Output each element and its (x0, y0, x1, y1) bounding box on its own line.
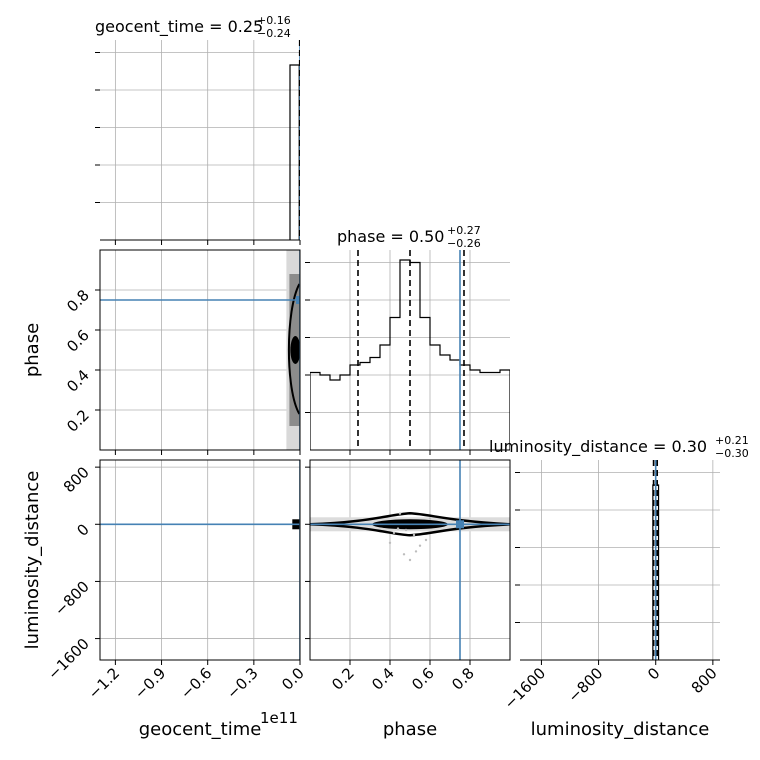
offset-text: 1e11 (260, 709, 298, 727)
sample-point (388, 541, 392, 545)
ylabel-luminosity-distance: luminosity_distance (22, 471, 43, 650)
contour-lower (310, 523, 510, 537)
geocent-time-x-ticklabel: −0.6 (177, 664, 215, 702)
sample-point (404, 528, 408, 532)
sample-point (408, 558, 412, 562)
truth-marker (296, 296, 300, 304)
panel-dl-hist (520, 460, 720, 660)
phase-x-ticklabel: 0.6 (408, 664, 438, 694)
title-phase-minus: −0.26 (447, 237, 481, 250)
title-phase: phase = 0.50 (337, 227, 444, 246)
contour-upper (310, 512, 510, 526)
contour-outer (287, 283, 300, 415)
title-geocent-time-plus: +0.16 (257, 14, 291, 27)
panel-phase-hist (310, 250, 510, 450)
phase-y-ticklabel: 0.2 (63, 406, 93, 436)
title-geocent-time-minus: −0.24 (257, 27, 291, 40)
xlabel-luminosity-distance: luminosity_distance (531, 719, 710, 740)
xlabel-phase: phase (383, 719, 437, 740)
frame-dl-vs-geocent-time (99, 459, 301, 661)
phase-x-ticklabel: 0.4 (368, 664, 398, 694)
luminosity-distance-y-ticklabel: −1600 (44, 635, 93, 684)
geocent-time-x-ticklabel: −0.3 (223, 664, 261, 702)
sample-point (396, 527, 400, 530)
phase-y-ticklabel: 0.6 (63, 326, 93, 356)
truth-marker (456, 520, 464, 529)
luminosity-distance-y-ticklabel: −800 (51, 578, 93, 620)
panel-geocent-time-hist (100, 40, 300, 240)
sample-point (398, 512, 402, 515)
density-peak (290, 336, 300, 364)
title-luminosity-distance-plus: +0.21 (715, 434, 749, 447)
frame-phase-vs-geocent-time (99, 249, 301, 451)
title-luminosity-distance-minus: −0.30 (715, 447, 749, 460)
phase-x-ticklabel: 0.2 (328, 664, 358, 694)
luminosity-distance-y-ticklabel: 0 (73, 520, 92, 539)
geocent-time-x-ticklabel: −1.2 (85, 664, 123, 702)
phase-y-ticklabel: 0.4 (63, 366, 93, 396)
luminosity-distance-x-ticklabel: 800 (688, 664, 721, 697)
geocent-time-x-ticklabel: 0.0 (278, 664, 308, 694)
sample-point (412, 533, 416, 537)
sample-point (424, 538, 428, 542)
panel-dl-vs-phase (310, 460, 510, 660)
title-geocent-time: geocent_time = 0.25 (95, 17, 263, 37)
sample-point (428, 517, 432, 520)
panel-dl-vs-geocent-time (100, 460, 300, 660)
title-phase-plus: +0.27 (447, 224, 481, 237)
sample-point (392, 531, 396, 535)
sample-point (402, 553, 406, 556)
xlabel-geocent-time: geocent_time (139, 719, 262, 740)
sample-point (414, 550, 418, 553)
luminosity-distance-x-ticklabel: 0 (644, 664, 663, 683)
geocent-time-x-ticklabel: −0.9 (131, 664, 169, 702)
frame-dl-vs-phase (309, 459, 511, 661)
luminosity-distance-x-ticklabel: −800 (565, 664, 607, 706)
panel-phase-vs-geocent-time (100, 250, 300, 450)
luminosity-distance-y-ticklabel: 800 (60, 463, 93, 496)
luminosity-distance-x-ticklabel: −1600 (501, 664, 550, 713)
ylabel-phase: phase (22, 323, 43, 377)
phase-x-ticklabel: 0.8 (448, 664, 478, 694)
title-luminosity-distance: luminosity_distance = 0.30 (489, 437, 707, 457)
sample-point (418, 544, 422, 547)
hist-geocent-time (289, 64, 300, 240)
phase-y-ticklabel: 0.8 (63, 286, 93, 316)
